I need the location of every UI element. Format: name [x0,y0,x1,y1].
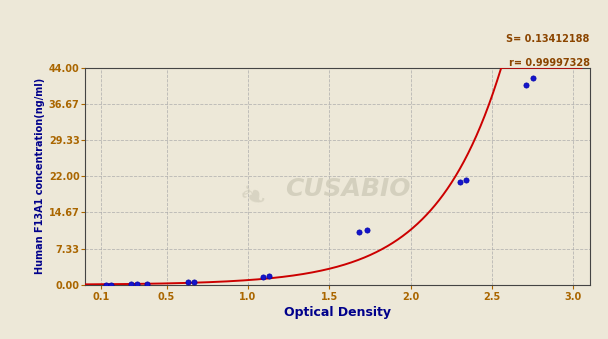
Point [362,227,371,232]
Point [461,178,471,183]
Text: S= 0.13412188: S= 0.13412188 [506,34,590,44]
Point [189,279,199,284]
Point [142,281,152,286]
Point [354,229,364,234]
Point [264,274,274,279]
Text: CUSABIO: CUSABIO [285,177,410,201]
Point [183,279,193,285]
X-axis label: Optical Density: Optical Density [284,306,391,319]
Text: ❧: ❧ [233,178,271,218]
Point [102,282,111,287]
Point [106,282,116,287]
Point [528,75,537,80]
Point [258,274,268,279]
Text: r= 0.99997328: r= 0.99997328 [509,58,590,67]
Y-axis label: Human F13A1 concentration(ng/ml): Human F13A1 concentration(ng/ml) [35,78,44,274]
Point [455,179,465,185]
Point [126,281,136,287]
Point [133,281,142,286]
Point [522,82,531,88]
